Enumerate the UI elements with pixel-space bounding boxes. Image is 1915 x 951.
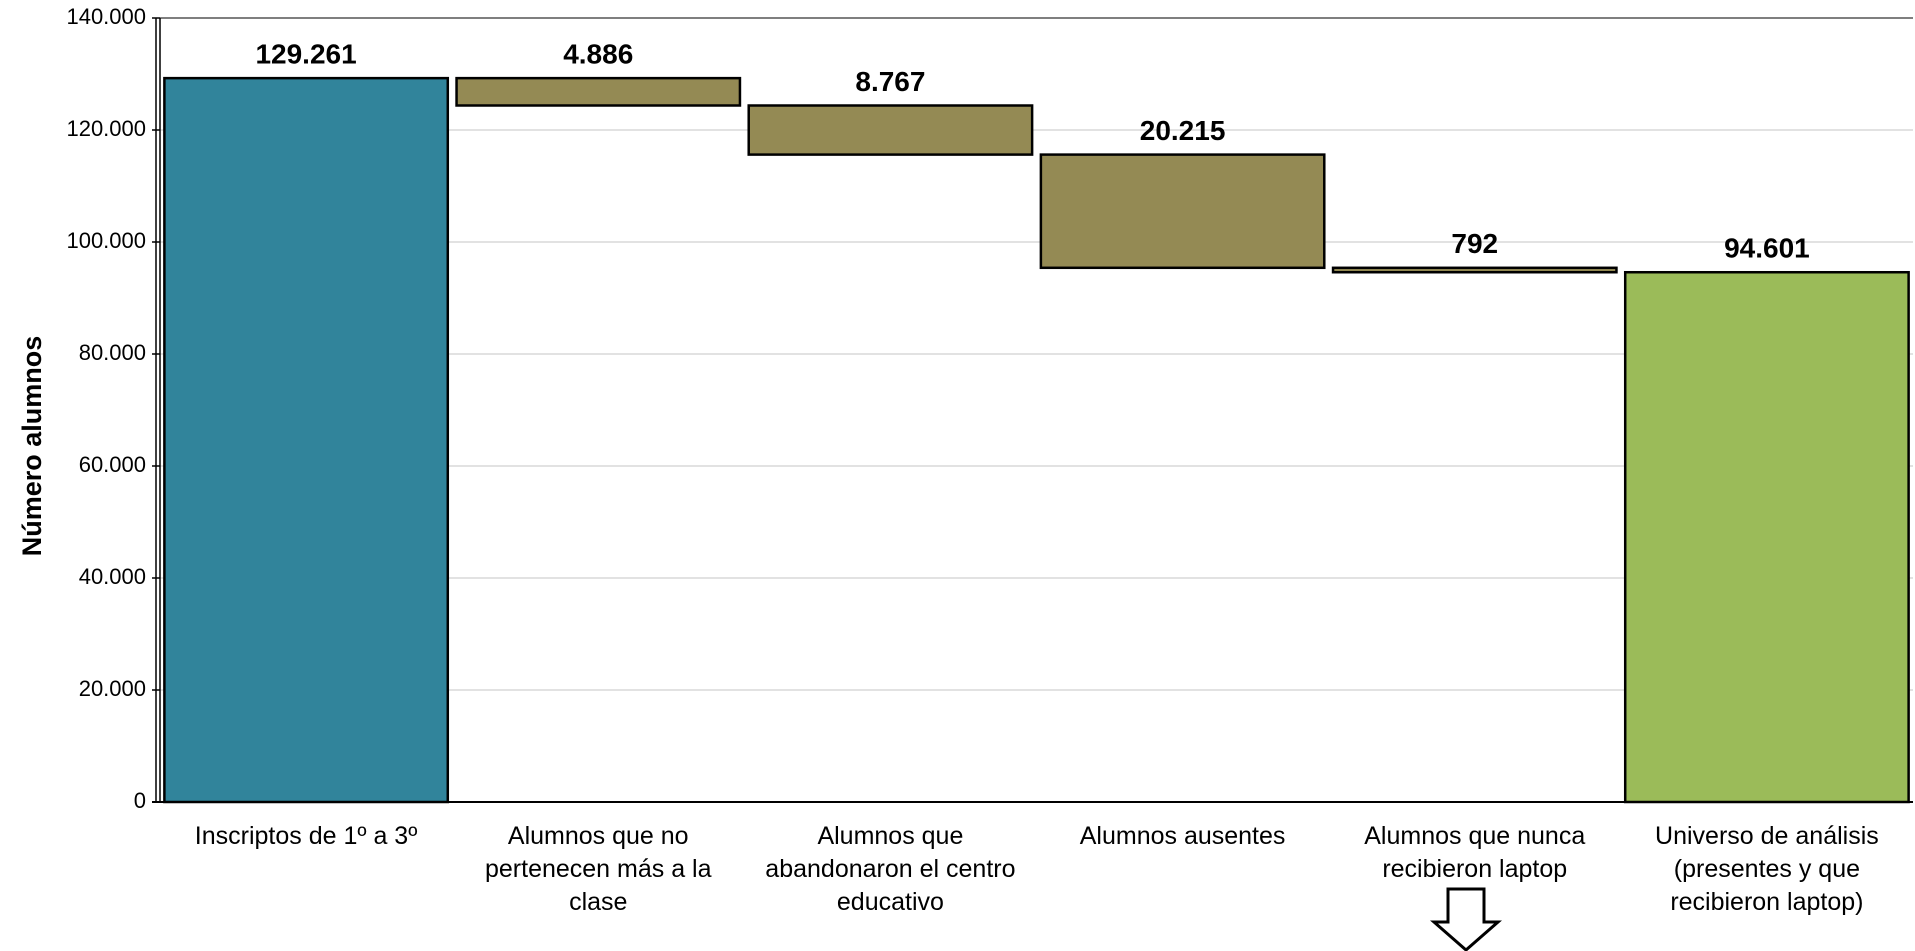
bar	[163, 76, 450, 804]
y-tick-label: 20.000	[79, 676, 146, 701]
x-tick-label: Alumnos que no pertenecen más a la clase	[484, 822, 712, 916]
down-arrow	[1430, 887, 1502, 951]
y-tick-label: 120.000	[66, 116, 146, 141]
x-tick-label: Alumnos que nunca recibieron laptop	[1364, 822, 1586, 883]
bar	[747, 104, 1034, 156]
bar	[455, 76, 742, 107]
x-tick-label: Universo de análisis (presentes y que re…	[1655, 822, 1879, 916]
x-tick-label: Alumnos que abandonaron el centro educat…	[765, 822, 1016, 916]
value-label: 4.886	[563, 39, 633, 70]
value-label: 129.261	[255, 39, 356, 70]
y-tick-label: 100.000	[66, 228, 146, 253]
value-label: 94.601	[1724, 233, 1810, 264]
y-tick-label: 60.000	[79, 452, 146, 477]
value-label: 8.767	[855, 66, 925, 97]
value-label: 792	[1451, 228, 1498, 259]
bar	[1623, 270, 1910, 804]
value-label: 20.215	[1140, 115, 1226, 146]
bar	[1331, 266, 1618, 274]
x-tick-label: Inscriptos de 1º a 3º	[194, 822, 418, 850]
x-tick-label: Alumnos ausentes	[1079, 822, 1286, 850]
y-axis-title: Número alumnos	[17, 336, 47, 557]
y-tick-label: 80.000	[79, 340, 146, 365]
bar	[1039, 153, 1326, 270]
y-tick-label: 40.000	[79, 564, 146, 589]
y-tick-label: 140.000	[66, 4, 146, 29]
y-tick-label: 0	[134, 788, 146, 813]
